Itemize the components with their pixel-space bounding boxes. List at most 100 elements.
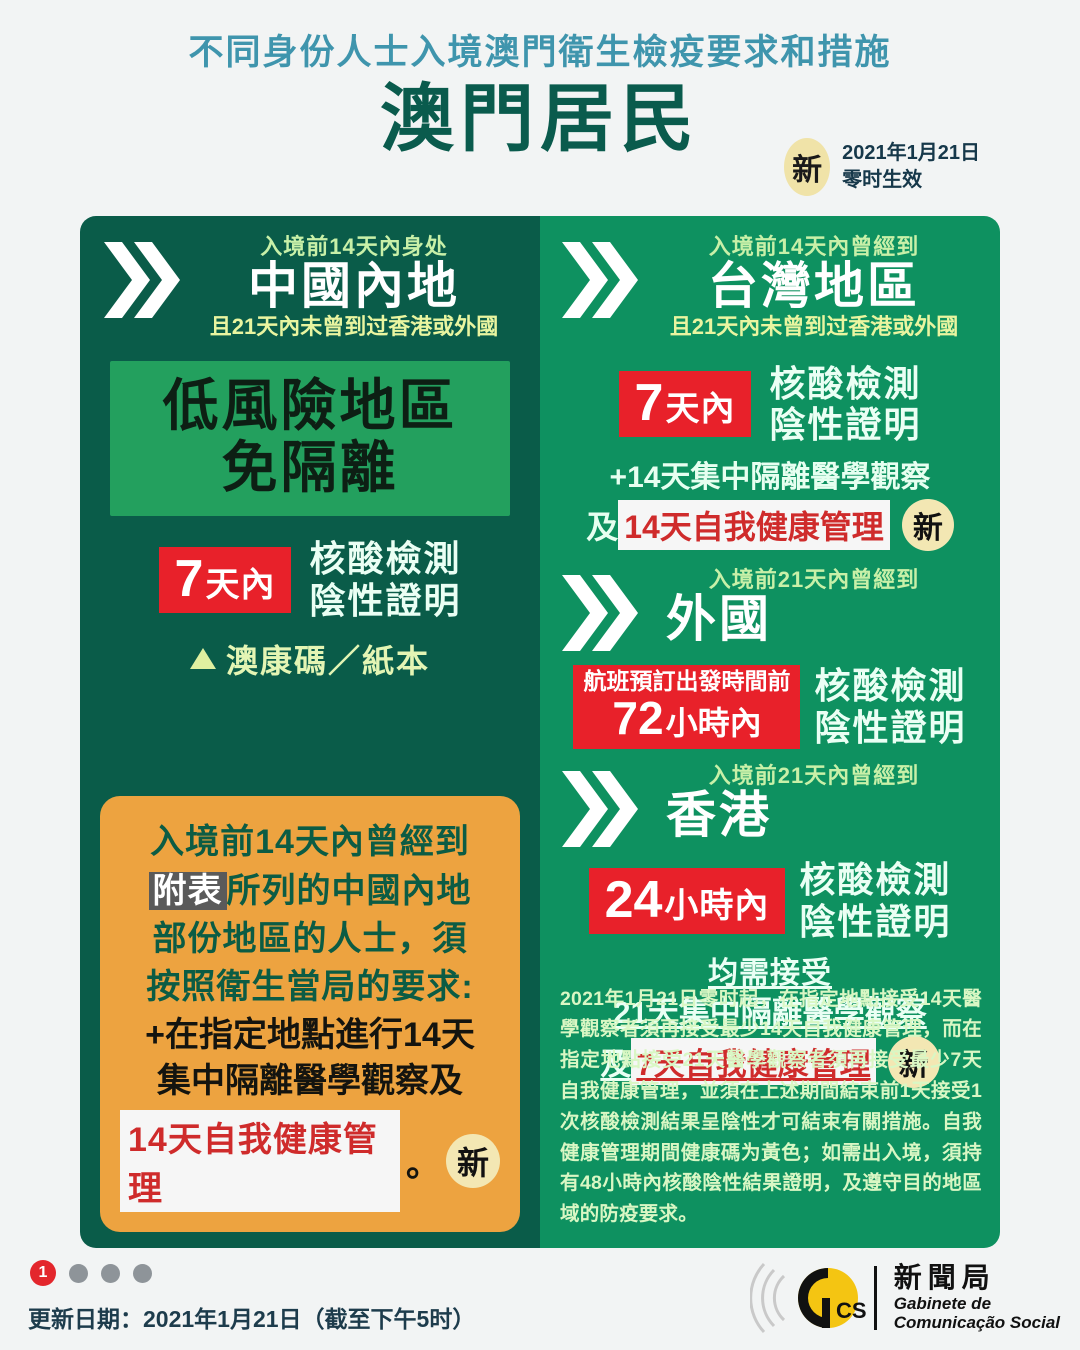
content-panels: 入境前14天內身处 中國內地 且21天內未曾到过香港或外國 低風險地區 免隔離 … [80,216,1000,1248]
svg-text:CS: CS [836,1298,867,1323]
triangle-bullet-icon [189,648,216,670]
orange-line5: +在指定地點進行14天 [145,1015,475,1054]
hongkong-heading: 入境前21天內曾經到 香港 [560,763,980,851]
orange-line6: 集中隔離醫學觀察及 [157,1061,463,1100]
appendix-link[interactable]: 附表 [148,871,227,910]
taiwan-pcr-line1: 核酸檢測 [769,362,922,404]
foreign-heading-texts: 入境前21天內曾經到 外國 [648,567,980,647]
foreign-pcr-label: 核酸檢測 陰性證明 [814,665,966,749]
page-dot-1-active[interactable]: 1 [30,1260,56,1286]
page-dot-4[interactable] [133,1263,152,1283]
mainland-pcr-label: 核酸檢測 陰性證明 [309,538,461,622]
taiwan-heading: 入境前14天內曾經到 台灣地區 且21天內未曾到过香港或外國 [560,234,980,341]
gcs-logo-cn: 新聞局 [893,1262,996,1294]
taiwan-heading-texts: 入境前14天內曾經到 台灣地區 且21天內未曾到过香港或外國 [648,234,980,341]
hongkong-pcr-label: 核酸檢測 陰性證明 [799,859,951,943]
taiwan-pcr-row: 7 天內 核酸檢測 陰性證明 [560,363,980,447]
double-chevron-icon [560,767,638,851]
hongkong-hours-badge: 24 小時內 [588,867,786,934]
new-badge-header: 新 [784,138,831,196]
gcs-logo-icon: CS [748,1256,890,1340]
mainland-heading: 入境前14天內身处 中國內地 且21天內未曾到过香港或外國 [102,234,518,341]
foreign-pcr-line1: 核酸檢測 [814,665,967,707]
mainland-pcr-line1: 核酸檢測 [309,538,462,580]
updated-date-text: 更新日期：2021年1月21日（截至下午5时） [28,1306,476,1332]
taiwan-days-number: 7 [634,374,664,433]
hongkong-heading-texts: 入境前21天內曾經到 香港 [648,763,980,843]
page-dot-3[interactable] [101,1263,120,1283]
taiwan-days-unit: 天內 [665,390,736,429]
gcs-logo: CS 新聞局 Gabinete de Comunicação Social [748,1256,1060,1340]
effective-date-text: 2021年1月21日 零时生效 [842,140,980,194]
low-risk-line1: 低風險地區 [162,373,458,437]
taiwan-place: 台灣地區 [708,258,920,315]
orange-line4: 按照衛生當局的要求: [146,968,474,1007]
mainland-heading-texts: 入境前14天內身处 中國內地 且21天內未曾到过香港或外國 [190,234,518,341]
gcs-logo-pt-line2: Comunicação Social [893,1313,1060,1333]
page-indicator[interactable]: 1 [30,1260,152,1286]
summary-line1: 均需接受 [708,957,832,991]
orange-line1: 入境前14天內曾經到 [150,823,470,862]
orange-line2-rest: 所列的中國內地 [226,871,472,910]
mainland-pre-text: 入境前14天內身处 [260,234,448,259]
foreign-pcr-row: 航班預訂出發時間前 72小時內 核酸檢測 陰性證明 [560,665,980,749]
foreign-pcr-line2: 陰性證明 [814,707,967,749]
effective-time: 零时生效 [842,169,923,191]
summary-self-health-highlight: 7天自我健康管理 [631,1038,876,1086]
taiwan-extra-prefix: 及 [586,509,619,546]
foreign-hours-badge: 航班預訂出發時間前 72小時內 [573,665,801,749]
mainland-place: 中國內地 [248,258,460,315]
orange-line7-row: 14天自我健康管理 。 新 [120,1110,500,1212]
double-chevron-icon [560,571,638,655]
orange-period: 。 [406,1145,440,1184]
mainland-days-unit: 天內 [205,565,276,604]
mainland-days-number: 7 [174,549,204,608]
taiwan-pcr-line2: 陰性證明 [769,404,922,446]
mainland-pcr-line2: 陰性證明 [309,579,462,621]
gcs-logo-text: 新聞局 Gabinete de Comunicação Social [890,1262,1060,1333]
orange-line3: 部份地區的人士，須 [152,920,468,958]
foreign-hours-value: 72小時內 [583,695,790,741]
header: 不同身份人士入境澳門衛生檢疫要求和措施 澳門居民 新 2021年1月21日 零时… [0,0,1080,196]
low-risk-line2: 免隔離 [221,436,399,500]
mainland-pcr-row: 7 天內 核酸檢測 陰性證明 [102,538,518,622]
hongkong-pcr-line1: 核酸檢測 [799,858,952,900]
hongkong-place: 香港 [666,787,772,844]
taiwan-self-health-row: 及 14天自我健康管理 新 [560,499,980,552]
health-code-row: 澳康碼／紙本 [102,636,518,682]
summary-line3-prefix: 及 [600,1047,632,1083]
new-badge-orange: 新 [446,1134,500,1188]
page-title: 澳門居民 [380,76,700,160]
orange-self-health-highlight: 14天自我健康管理 [120,1110,400,1212]
quarantine-summary: 均需接受 21天集中隔離醫學觀察 及 7天自我健康管理 新 [560,954,980,1088]
new-badge-taiwan: 新 [901,499,954,552]
hongkong-pcr-line2: 陰性證明 [799,900,952,942]
foreign-flight-note: 航班預訂出發時間前 [583,668,791,695]
hongkong-pre-text: 入境前21天內曾經到 [708,762,920,788]
foreign-heading: 入境前21天內曾經到 外國 [560,567,980,655]
double-chevron-icon [560,238,638,322]
foreign-hours-number: 72 [612,691,664,744]
hongkong-hours-number: 24 [604,870,663,929]
taiwan-post-text: 且21天內未曾到过香港或外國 [669,314,959,340]
health-code-label: 澳康碼／紙本 [225,642,430,679]
right-panel-other-regions: 入境前14天內曾經到 台灣地區 且21天內未曾到过香港或外國 7 天內 核酸檢測… [540,216,1000,1248]
low-risk-box: 低風險地區 免隔離 [110,360,510,517]
summary-line2: 21天集中隔離醫學觀察 [613,995,927,1031]
footer: 1 更新日期：2021年1月21日（截至下午5时） CS [0,1248,1080,1350]
double-chevron-icon [102,238,180,322]
page-subtitle: 不同身份人士入境澳門衛生檢疫要求和措施 [188,33,892,72]
taiwan-quarantine-line: +14天集中隔離醫學觀察 [609,461,931,495]
taiwan-pre-text: 入境前14天內曾經到 [708,234,920,259]
mainland-post-text: 且21天內未曾到过香港或外國 [209,314,499,340]
effective-date-block: 新 2021年1月21日 零时生效 [784,138,980,196]
page-dot-2[interactable] [69,1263,88,1283]
taiwan-pcr-label: 核酸檢測 陰性證明 [769,363,921,447]
left-panel-mainland: 入境前14天內身处 中國內地 且21天內未曾到过香港或外國 低風險地區 免隔離 … [80,216,540,1248]
hongkong-hours-unit: 小時內 [664,886,770,925]
foreign-pre-text: 入境前21天內曾經到 [708,567,920,593]
new-badge-summary: 新 [887,1035,940,1088]
orange-line2: 附表 所列的中國內地 [120,867,500,915]
taiwan-days-badge: 7 天內 [618,371,752,438]
